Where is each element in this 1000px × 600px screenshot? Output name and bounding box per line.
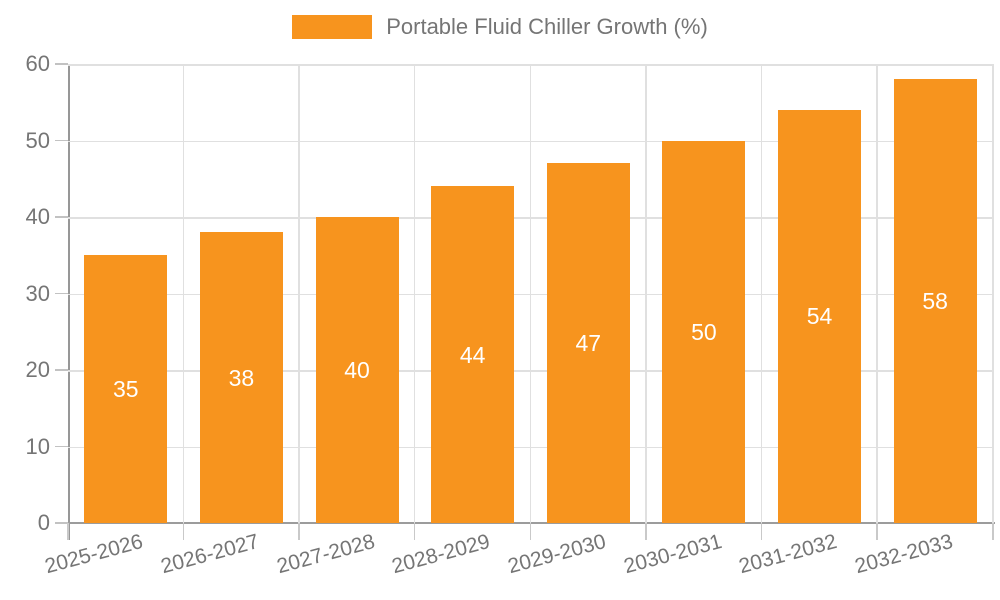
- bar: 40: [315, 217, 399, 523]
- x-axis-line: [55, 522, 995, 524]
- bar-value-label: 50: [691, 318, 717, 345]
- x-axis-tick-label: 2032-2033: [852, 530, 956, 579]
- y-axis-line: [68, 64, 70, 540]
- gridline-vertical: [760, 64, 763, 523]
- bar: 58: [893, 79, 977, 523]
- x-axis-tick-mark: [529, 523, 531, 540]
- x-axis-tick-label: 2026-2027: [158, 530, 262, 579]
- y-axis-tick-mark: [55, 292, 68, 294]
- legend-swatch-icon: [292, 15, 373, 39]
- y-axis-tick-mark: [55, 522, 68, 524]
- legend: Portable Fluid Chiller Growth (%): [0, 14, 1000, 40]
- x-axis-tick-mark: [67, 523, 69, 540]
- gridline-vertical: [645, 64, 647, 523]
- gridline-vertical: [876, 64, 878, 523]
- bar-value-label: 58: [922, 288, 948, 315]
- bar-value-label: 54: [806, 303, 833, 330]
- y-axis-tick-mark: [55, 445, 68, 447]
- bar: 54: [778, 109, 862, 523]
- x-axis-tick-label: 2028-2029: [389, 530, 493, 579]
- x-axis-tick-mark: [298, 523, 300, 540]
- bar-value-label: 47: [575, 330, 602, 357]
- legend-item[interactable]: Portable Fluid Chiller Growth (%): [292, 14, 708, 40]
- y-axis-tick-label: 0: [37, 510, 50, 535]
- y-axis-tick-label: 40: [25, 204, 50, 229]
- legend-label: Portable Fluid Chiller Growth (%): [386, 14, 708, 39]
- y-axis-tick-label: 50: [25, 127, 50, 153]
- bar: 35: [84, 255, 168, 523]
- y-axis-tick-mark: [55, 216, 68, 218]
- gridline-vertical: [992, 64, 994, 523]
- bar: 47: [546, 163, 630, 523]
- x-axis-tick-label: 2029-2030: [505, 530, 609, 579]
- bar-value-label: 40: [344, 357, 370, 383]
- x-axis-tick-mark: [413, 523, 416, 540]
- gridline-vertical: [182, 64, 185, 523]
- x-axis-tick-mark: [876, 523, 878, 540]
- y-axis-tick-label: 60: [25, 51, 50, 76]
- y-axis-tick-mark: [55, 369, 68, 371]
- x-axis-tick-label: 2031-2032: [736, 530, 840, 579]
- x-axis-tick-mark: [645, 523, 647, 540]
- gridline-vertical: [298, 64, 300, 523]
- gridline-vertical: [413, 64, 416, 523]
- x-axis-tick-mark: [992, 523, 994, 540]
- y-axis-tick-mark: [55, 63, 68, 65]
- x-axis-tick-label: 2025-2026: [42, 530, 146, 579]
- x-axis-tick-label: 2030-2031: [620, 530, 724, 579]
- y-axis-tick-mark: [55, 139, 68, 141]
- y-axis-tick-label: 20: [25, 357, 50, 382]
- bar: 44: [431, 186, 515, 523]
- y-axis-tick-label: 10: [25, 433, 50, 459]
- x-axis-tick-mark: [760, 523, 763, 540]
- y-axis-tick-label: 30: [25, 280, 50, 306]
- bar-value-label: 35: [113, 376, 139, 403]
- x-axis-tick-label: 2027-2028: [274, 530, 378, 579]
- bar-value-label: 44: [459, 341, 486, 368]
- bar: 38: [199, 232, 283, 523]
- bar: 50: [662, 140, 746, 523]
- x-axis-tick-mark: [182, 523, 185, 540]
- bar-value-label: 38: [228, 364, 255, 391]
- gridline-vertical: [529, 64, 531, 523]
- plot-area: 35 38 40 44 47 50 54 58: [68, 64, 994, 523]
